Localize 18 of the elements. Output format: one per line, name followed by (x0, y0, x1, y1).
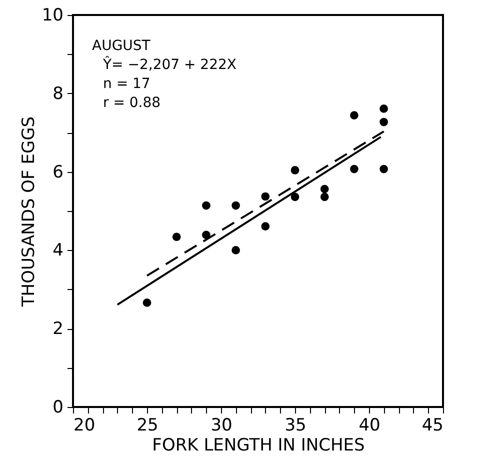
x-tick-label: 25 (136, 416, 158, 436)
y-tick-label: 0 (52, 398, 64, 418)
y-tick-label: 8 (52, 84, 64, 104)
y-tick-label: 6 (52, 162, 64, 182)
annotation: Ŷ= −2,207 + 222X (102, 55, 237, 73)
x-tick-label: 30 (210, 416, 232, 436)
y-axis-title: THOUSANDS OF EGGS (18, 116, 39, 308)
y-tick-label: 4 (52, 240, 64, 261)
y-tick-label: 2 (52, 319, 64, 340)
annotation: r = 0.88 (103, 95, 161, 111)
x-tick-label: 35 (284, 416, 306, 436)
x-tick-label: 20 (74, 416, 96, 436)
y-tick-label: 10 (42, 6, 64, 26)
annotation: n = 17 (103, 76, 150, 92)
x-axis-title: FORK LENGTH IN INCHES (152, 436, 365, 456)
x-tick-label: 40 (358, 416, 380, 436)
x-tick-label: 45 (422, 416, 444, 436)
annotation: AUGUST (92, 38, 151, 54)
